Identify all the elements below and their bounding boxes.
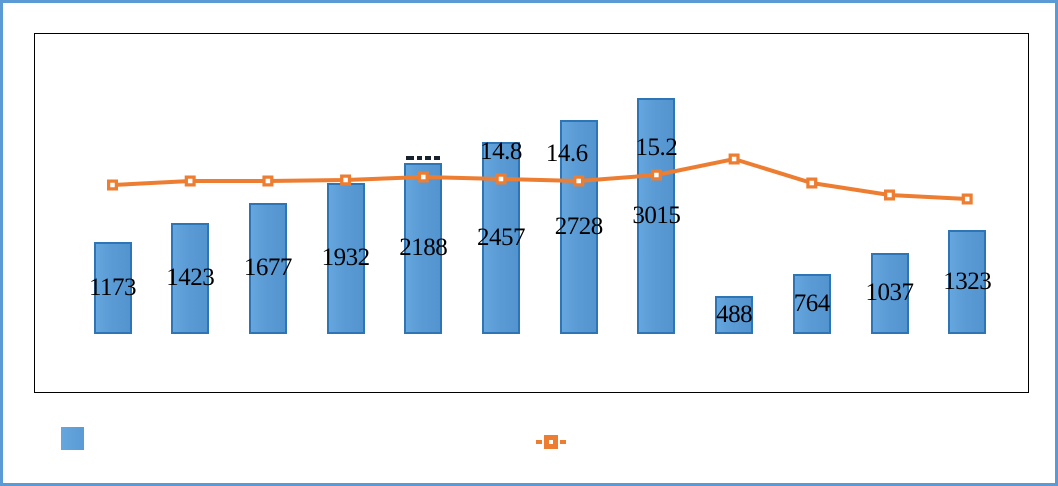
bar — [948, 230, 987, 334]
bar — [93, 242, 132, 334]
legend-line-dash-left — [536, 440, 542, 444]
bar — [715, 295, 754, 334]
bar-data-label: 488 — [716, 300, 753, 328]
clipped-data-label-fragment — [406, 155, 440, 160]
bar — [171, 222, 210, 334]
bar-data-label: 2188 — [399, 234, 448, 262]
bar-data-label: 1423 — [166, 264, 215, 292]
legend — [3, 3, 1055, 483]
bar-data-label: 764 — [793, 290, 831, 318]
line-data-label: 14.8 — [480, 138, 522, 165]
bar — [637, 98, 676, 334]
line-data-label: 15.2 — [635, 134, 678, 161]
line-data-label: 14.6 — [545, 140, 588, 167]
bar — [559, 120, 598, 334]
bar-data-label: 1173 — [88, 274, 137, 302]
bar-data-label: 1932 — [321, 244, 371, 272]
bar — [792, 274, 831, 334]
bar-data-label: 1037 — [865, 279, 915, 307]
line-series-swatch-icon — [536, 434, 566, 449]
bar — [870, 252, 909, 334]
legend-line-dash-right — [560, 440, 566, 444]
bar-data-label: 3015 — [632, 202, 681, 229]
bar-data-label: 1323 — [943, 268, 992, 296]
legend-line-marker — [544, 435, 558, 449]
bar-data-label: 2728 — [554, 213, 604, 241]
bar — [248, 202, 287, 334]
bar-series-swatch-icon — [61, 427, 84, 450]
bar-data-label: 1677 — [243, 254, 293, 282]
bar-data-label: 2457 — [477, 223, 526, 251]
plot-area — [34, 33, 1029, 393]
